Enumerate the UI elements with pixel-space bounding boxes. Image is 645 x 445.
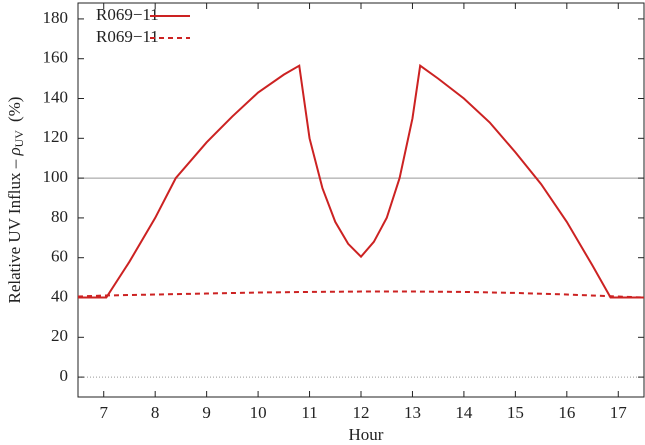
series-line: [77, 290, 645, 299]
x-tick-label: 17: [610, 403, 628, 422]
y-tick-label: 80: [51, 207, 68, 226]
plot-frame: [77, 2, 645, 398]
x-tick-label: 8: [151, 403, 160, 422]
y-tick-label: 40: [51, 286, 68, 305]
x-tick-label: 7: [99, 403, 108, 422]
y-tick-label: 160: [43, 48, 69, 67]
y-label-unit: (%): [5, 97, 24, 122]
y-tick-label: 180: [43, 8, 69, 27]
y-label-subscript: UV: [12, 130, 26, 148]
x-axis-label: Hour: [349, 425, 384, 444]
legend-label: R069−11: [96, 27, 159, 46]
x-tick-label: 15: [507, 403, 524, 422]
x-tick-label: 13: [404, 403, 421, 422]
y-label-text: Relative UV Influx –: [5, 156, 24, 304]
series-line: [78, 63, 644, 299]
y-tick-label: 0: [60, 366, 69, 385]
x-tick-label: 16: [558, 403, 575, 422]
y-tick-label: 100: [43, 167, 69, 186]
x-tick-label: 12: [353, 403, 370, 422]
y-tick-label: 120: [43, 127, 69, 146]
y-tick-label: 140: [43, 87, 69, 106]
x-tick-label: 9: [202, 403, 211, 422]
y-tick-label: 20: [51, 326, 68, 345]
legend-label: R069−11: [96, 5, 159, 24]
x-tick-label: 11: [301, 403, 317, 422]
y-axis-label: Relative UV Influx – ρUV (%): [5, 97, 26, 304]
y-tick-label: 60: [51, 247, 68, 266]
y-label-symbol: ρ: [5, 147, 24, 156]
x-tick-label: 10: [250, 403, 267, 422]
x-tick-label: 14: [455, 403, 473, 422]
